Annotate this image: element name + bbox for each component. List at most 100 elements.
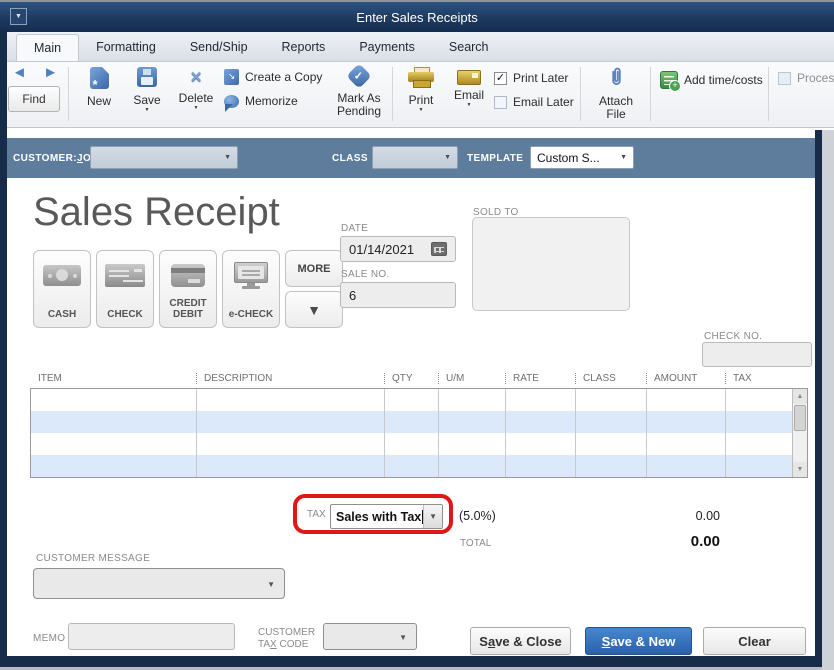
window-menu-icon[interactable]: ▼ xyxy=(10,8,27,25)
table-cell[interactable] xyxy=(647,411,726,433)
table-scrollbar[interactable]: ▲ ▼ xyxy=(792,389,807,477)
save-new-button[interactable]: Save & New xyxy=(585,627,692,655)
tax-amount: 0.00 xyxy=(695,509,720,523)
table-cell[interactable] xyxy=(31,389,197,411)
table-cell[interactable] xyxy=(31,433,197,455)
table-cell[interactable] xyxy=(726,411,794,433)
table-cell[interactable] xyxy=(647,433,726,455)
table-cell[interactable] xyxy=(506,411,576,433)
payment-method-check[interactable]: CHECK xyxy=(96,250,154,328)
table-cell[interactable] xyxy=(647,455,726,477)
delete-button[interactable]: × Delete ▼ xyxy=(172,67,220,111)
payment-method-echeck[interactable]: e-CHECK xyxy=(222,250,280,328)
payment-method-cash[interactable]: CASH xyxy=(33,250,91,328)
table-cell[interactable] xyxy=(385,433,439,455)
sold-to-field[interactable] xyxy=(472,217,630,311)
find-button[interactable]: Find xyxy=(8,86,60,112)
customer-message-dropdown[interactable]: ▼ xyxy=(33,568,285,599)
email-button[interactable]: Email ▼ xyxy=(446,67,492,108)
email-later-checkbox[interactable] xyxy=(494,95,507,109)
template-dropdown[interactable]: Custom S... ▼ xyxy=(530,146,634,169)
delete-dropdown-icon[interactable]: ▼ xyxy=(193,105,199,111)
email-later-option[interactable]: Email Later xyxy=(494,95,584,109)
table-cell[interactable] xyxy=(197,389,385,411)
memorize-button[interactable]: Memorize xyxy=(224,94,336,112)
more-payment-methods-button[interactable]: MORE xyxy=(285,250,343,287)
table-cell[interactable] xyxy=(31,411,197,433)
chevron-down-icon: ▼ xyxy=(267,579,275,589)
table-row[interactable] xyxy=(31,455,807,477)
tab-send-ship[interactable]: Send/Ship xyxy=(189,40,248,54)
create-copy-button[interactable]: ↘ Create a Copy xyxy=(224,69,336,85)
clear-button[interactable]: Clear xyxy=(703,627,806,655)
table-cell[interactable] xyxy=(197,455,385,477)
payment-methods-expand-button[interactable]: ▼ xyxy=(285,291,343,328)
table-cell[interactable] xyxy=(31,455,197,477)
check-no-label: CHECK NO. xyxy=(704,331,763,342)
table-cell[interactable] xyxy=(385,455,439,477)
add-time-costs-button[interactable]: Add time/costs xyxy=(660,71,768,92)
table-cell[interactable] xyxy=(506,433,576,455)
payment-method-credit-debit[interactable]: CREDIT DEBIT xyxy=(159,250,217,328)
table-row[interactable] xyxy=(31,433,807,455)
items-table-body: ▲ ▼ xyxy=(30,388,808,478)
tab-reports[interactable]: Reports xyxy=(281,40,326,54)
table-cell[interactable] xyxy=(647,389,726,411)
tab-formatting[interactable]: Formatting xyxy=(96,40,156,54)
tab-search[interactable]: Search xyxy=(448,40,489,54)
calendar-icon[interactable] xyxy=(431,242,447,256)
customer-job-dropdown[interactable]: ▼ xyxy=(90,146,238,169)
customer-tax-code-dropdown[interactable]: ▼ xyxy=(323,623,417,650)
tab-payments[interactable]: Payments xyxy=(359,40,415,54)
save-close-button[interactable]: Save & Close xyxy=(470,627,571,655)
new-button[interactable]: New xyxy=(76,67,122,108)
sold-to-label: SOLD TO xyxy=(473,207,519,218)
memo-field[interactable] xyxy=(68,623,235,650)
process-payment-checkbox[interactable] xyxy=(778,71,791,85)
email-dropdown-icon[interactable]: ▼ xyxy=(466,102,472,108)
check-no-field[interactable] xyxy=(702,342,812,367)
table-cell[interactable] xyxy=(439,389,506,411)
table-cell[interactable] xyxy=(576,389,647,411)
table-cell[interactable] xyxy=(385,389,439,411)
table-cell[interactable] xyxy=(506,455,576,477)
scroll-down-icon[interactable]: ▼ xyxy=(793,462,807,477)
table-cell[interactable] xyxy=(726,389,794,411)
class-dropdown[interactable]: ▼ xyxy=(372,146,458,169)
mark-as-pending-button[interactable]: ✓ Mark As Pending xyxy=(330,63,388,118)
table-row[interactable] xyxy=(31,389,807,411)
table-cell[interactable] xyxy=(576,411,647,433)
print-button[interactable]: Print ▼ xyxy=(398,67,444,113)
table-cell[interactable] xyxy=(726,433,794,455)
tab-main[interactable]: Main xyxy=(16,34,80,61)
table-cell[interactable] xyxy=(576,433,647,455)
scroll-up-icon[interactable]: ▲ xyxy=(793,389,807,404)
sales-receipt-form: Sales Receipt CASH CHECK CREDIT DEBIT e-… xyxy=(7,178,815,656)
table-cell[interactable] xyxy=(197,411,385,433)
scrollbar-thumb[interactable] xyxy=(794,405,806,431)
table-cell[interactable] xyxy=(385,411,439,433)
window-border xyxy=(0,32,7,667)
forward-icon[interactable]: ► xyxy=(43,64,58,81)
save-dropdown-icon[interactable]: ▼ xyxy=(144,107,150,113)
credit-card-icon xyxy=(171,263,205,287)
table-cell[interactable] xyxy=(576,455,647,477)
print-later-option[interactable]: ✓ Print Later xyxy=(494,71,569,85)
attach-file-button[interactable]: Attach File xyxy=(590,65,642,121)
column-header-rate: RATE xyxy=(505,368,575,388)
tax-dropdown[interactable]: Sales with Tax ▼ xyxy=(330,504,443,529)
sale-no-field[interactable]: 6 xyxy=(340,282,456,308)
print-dropdown-icon[interactable]: ▼ xyxy=(418,107,424,113)
table-cell[interactable] xyxy=(506,389,576,411)
table-cell[interactable] xyxy=(439,411,506,433)
chevron-down-icon: ▼ xyxy=(224,154,231,161)
save-button[interactable]: Save ▼ xyxy=(124,67,170,113)
table-cell[interactable] xyxy=(439,433,506,455)
print-later-checkbox[interactable]: ✓ xyxy=(494,71,507,85)
table-row[interactable] xyxy=(31,411,807,433)
table-cell[interactable] xyxy=(197,433,385,455)
back-icon[interactable]: ◄ xyxy=(12,64,27,81)
table-cell[interactable] xyxy=(726,455,794,477)
table-cell[interactable] xyxy=(439,455,506,477)
date-field[interactable]: 01/14/2021 xyxy=(340,236,456,262)
